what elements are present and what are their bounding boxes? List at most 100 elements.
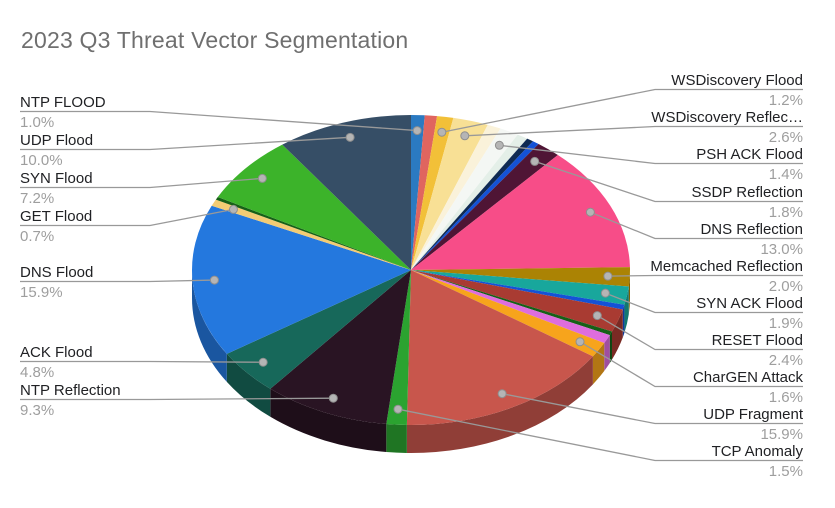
- callout-leader-line: [20, 177, 263, 189]
- pie-slice[interactable]: [406, 270, 593, 425]
- slice-label: Memcached Reflection: [650, 258, 803, 275]
- callout-dot: [345, 132, 355, 142]
- pie-slice[interactable]: [411, 128, 518, 270]
- slice-callout: ACK Flood 4.8%: [20, 344, 93, 381]
- slice-percentage: 4.8%: [20, 364, 55, 381]
- slice-percentage: 10.0%: [20, 152, 63, 169]
- slice-percentage: 15.9%: [20, 284, 63, 301]
- pie-slice-side: [406, 356, 593, 454]
- pie-slice[interactable]: [411, 270, 625, 310]
- callout-dot: [530, 156, 540, 166]
- slice-percentage: 1.8%: [768, 204, 803, 221]
- pie-slice-side: [386, 424, 407, 453]
- pie-slice[interactable]: [411, 138, 533, 270]
- callout-leader-line: [596, 315, 803, 351]
- pie-slice[interactable]: [411, 270, 629, 305]
- pie-slice[interactable]: [226, 270, 411, 389]
- pie-slice[interactable]: [411, 270, 612, 336]
- slice-percentage: 1.4%: [768, 166, 803, 183]
- pie-slice[interactable]: [411, 115, 425, 270]
- chart-title: 2023 Q3 Threat Vector Segmentation: [21, 27, 409, 53]
- slice-percentage: 2.6%: [768, 129, 803, 146]
- slice-label: SSDP Reflection: [691, 184, 803, 201]
- callout-dot: [460, 131, 470, 141]
- pie-slice[interactable]: [282, 115, 411, 270]
- slice-percentage: 0.7%: [20, 228, 55, 245]
- pie-slice-side: [611, 309, 623, 360]
- slice-callout: CharGEN Attack 1.6%: [693, 369, 803, 406]
- callout-leader-line: [579, 341, 803, 388]
- slice-label: NTP FLOOD: [20, 94, 106, 111]
- slice-callout: NTP FLOOD 1.0%: [20, 94, 106, 131]
- callout-dot: [497, 389, 507, 399]
- callout-dot: [600, 288, 610, 298]
- callout-dot: [228, 204, 238, 214]
- callout-dot: [258, 357, 268, 367]
- callout-dot: [393, 404, 403, 414]
- callout-leader-line: [605, 292, 803, 314]
- slice-callout: UDP Fragment 15.9%: [703, 406, 803, 443]
- slice-label: TCP Anomaly: [711, 443, 803, 460]
- pie-slice[interactable]: [411, 270, 605, 357]
- slice-label: SYN Flood: [20, 170, 93, 187]
- pie-slice[interactable]: [411, 134, 528, 270]
- slice-percentage: 7.2%: [20, 190, 55, 207]
- slice-percentage: 9.3%: [20, 402, 55, 419]
- callout-leader-line: [502, 393, 803, 425]
- slice-percentage: 1.0%: [20, 114, 55, 131]
- slice-percentage: 1.5%: [768, 463, 803, 480]
- slice-label: PSH ACK Flood: [696, 146, 803, 163]
- slice-callout: WSDiscovery Flood 1.2%: [671, 72, 803, 109]
- pie-slice-side: [624, 286, 629, 333]
- pie-slice[interactable]: [215, 197, 411, 270]
- pie-slice[interactable]: [411, 116, 454, 270]
- callout-leader-line: [464, 125, 803, 137]
- slice-callout: NTP Reflection 9.3%: [20, 382, 121, 419]
- slice-callout: SYN ACK Flood 1.9%: [696, 295, 803, 332]
- pie-slice[interactable]: [386, 270, 411, 425]
- slice-label: UDP Fragment: [703, 406, 803, 423]
- pie-slice[interactable]: [411, 267, 631, 287]
- slice-label: CharGEN Attack: [692, 369, 803, 386]
- slice-percentage: 2.0%: [768, 278, 803, 295]
- pie-slice[interactable]: [192, 205, 411, 354]
- pie-slice[interactable]: [411, 144, 558, 270]
- slice-label: UDP Flood: [20, 132, 94, 149]
- pie-slice[interactable]: [411, 155, 630, 270]
- slice-percentage: 1.2%: [768, 92, 803, 109]
- slice-callout: GET Flood 0.7%: [20, 208, 92, 245]
- pie-slice[interactable]: [411, 270, 623, 332]
- callout-dot: [328, 393, 338, 403]
- callout-leader-line: [20, 360, 264, 363]
- callout-leader-line: [590, 211, 803, 240]
- slice-callout: SSDP Reflection 1.8%: [692, 184, 803, 221]
- slice-label: GET Flood: [20, 208, 93, 225]
- callout-dot: [575, 337, 585, 347]
- pie-slice[interactable]: [411, 270, 610, 343]
- pie-slice-side: [226, 353, 271, 417]
- callout-leader-line: [20, 136, 351, 151]
- slice-label: ACK Flood: [20, 344, 93, 361]
- slice-label: WSDiscovery Reflec…: [651, 109, 803, 126]
- slice-percentage: 1.9%: [768, 315, 803, 332]
- slice-label: WSDiscovery Flood: [671, 72, 803, 89]
- pie-slice[interactable]: [270, 270, 411, 425]
- callout-leader-line: [20, 397, 334, 401]
- slice-label: RESET Flood: [711, 332, 803, 349]
- callout-leader-line: [397, 408, 803, 462]
- pie-slice[interactable]: [411, 115, 438, 271]
- callout-dot: [257, 173, 267, 183]
- slice-callout: DNS Reflection 13.0%: [700, 221, 803, 258]
- slice-label: DNS Reflection: [700, 221, 803, 238]
- callout-dot: [585, 207, 595, 217]
- slice-callout: TCP Anomaly 1.5%: [712, 443, 803, 480]
- pie-slice[interactable]: [211, 199, 411, 270]
- pie-slice[interactable]: [411, 117, 488, 270]
- pie-slice[interactable]: [411, 141, 539, 270]
- pie-slice-side: [622, 304, 625, 338]
- pie-slice[interactable]: [411, 124, 501, 270]
- slice-callout: WSDiscovery Reflec… 2.6%: [651, 109, 803, 146]
- pie-slice-side: [270, 388, 387, 453]
- callout-dot: [209, 275, 219, 285]
